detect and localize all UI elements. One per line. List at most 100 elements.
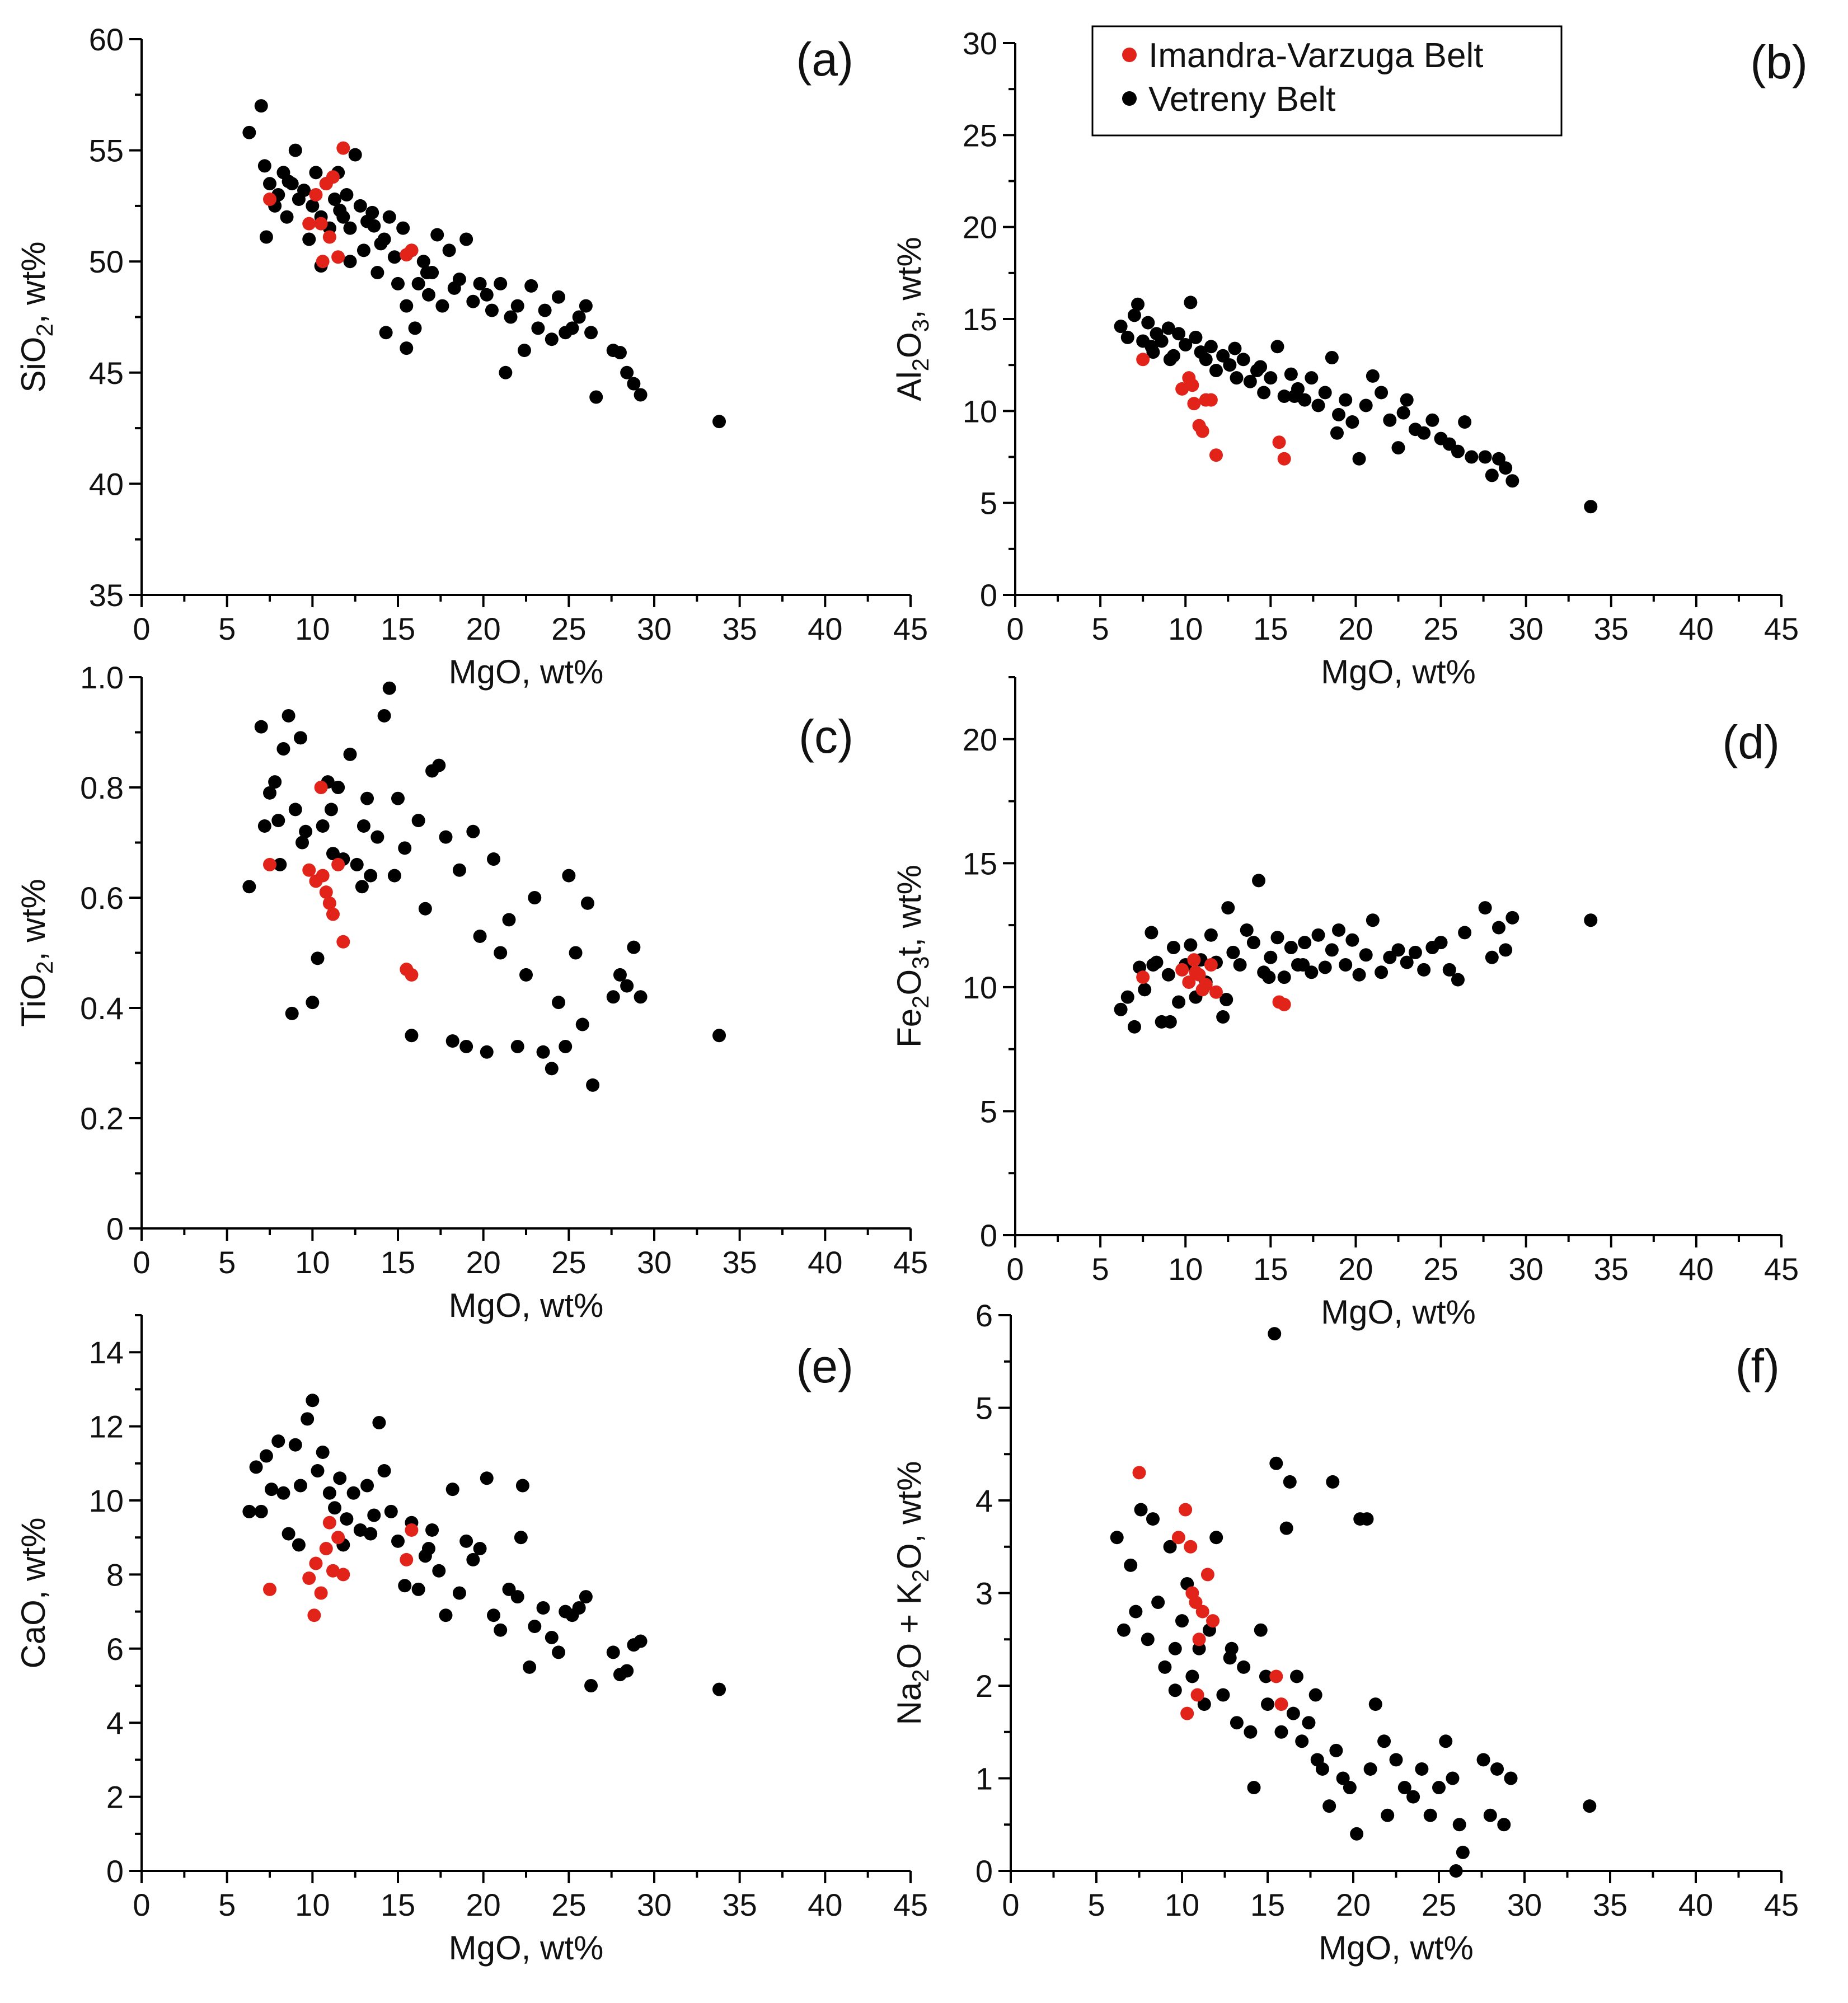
panel-d: 0 5 10 15 20 25 30 35 40 45 0 5 10 15 20 MgO, wt% Fe2O3t…: [890, 676, 1799, 1331]
data-point: [1391, 441, 1405, 455]
data-point: [319, 1542, 333, 1556]
data-point: [452, 1586, 466, 1600]
data-point: [336, 141, 350, 155]
data-point: [1274, 1697, 1288, 1711]
y-tick-label: 0.2: [80, 1101, 124, 1136]
data-point: [627, 377, 641, 391]
data-point: [336, 1568, 350, 1582]
data-point: [1339, 393, 1353, 407]
data-point: [523, 1660, 537, 1674]
data-point: [1175, 1614, 1189, 1628]
data-point: [1345, 933, 1359, 947]
data-point: [1425, 413, 1439, 427]
data-point: [1302, 1716, 1316, 1730]
data-point: [466, 1552, 480, 1566]
data-point: [1284, 367, 1298, 381]
data-point: [620, 365, 634, 379]
y-tick-label: 20: [963, 210, 997, 245]
data-point: [1226, 945, 1240, 959]
data-point: [1415, 1762, 1429, 1776]
data-point: [1449, 1864, 1463, 1878]
data-point: [459, 1534, 473, 1548]
data-point: [536, 1045, 550, 1059]
data-point: [391, 276, 405, 290]
legend-label: Imandra-Varzuga Belt: [1148, 36, 1483, 75]
y-tick-label: 2: [106, 1780, 124, 1815]
data-point: [1452, 1818, 1466, 1832]
data-point: [307, 1608, 321, 1622]
data-point: [418, 902, 432, 916]
data-point: [411, 814, 425, 828]
series-vetreny: [1114, 874, 1598, 1034]
x-tick-label: 20: [1338, 611, 1373, 646]
data-point: [357, 243, 370, 257]
data-point: [1141, 1633, 1155, 1647]
data-point: [545, 332, 559, 346]
data-point: [328, 192, 342, 206]
data-point: [480, 1471, 494, 1485]
data-point: [1185, 378, 1199, 392]
y-tick-label: 1: [975, 1761, 993, 1796]
data-point: [322, 1516, 336, 1530]
data-point: [1274, 1725, 1288, 1739]
data-point: [411, 276, 425, 290]
x-tick-label: 25: [551, 611, 586, 646]
x-axis-title: MgO, wt%: [449, 1287, 604, 1324]
data-point: [620, 1664, 634, 1678]
data-point: [297, 184, 311, 198]
data-point: [353, 199, 367, 213]
data-point: [249, 1460, 263, 1474]
data-point: [559, 1039, 573, 1053]
data-point: [367, 219, 381, 233]
data-point: [242, 880, 256, 894]
x-axis-title: MgO, wt%: [1321, 653, 1476, 691]
data-point: [316, 869, 330, 883]
data-point: [271, 814, 285, 828]
panel-label: (c): [799, 710, 853, 763]
x-tick-label: 25: [551, 1245, 586, 1280]
x-tick-label: 35: [1593, 1887, 1627, 1922]
data-point: [459, 232, 473, 246]
data-point: [459, 1039, 473, 1053]
data-point: [322, 1486, 336, 1500]
data-point: [425, 1523, 439, 1537]
data-point: [421, 288, 435, 302]
data-point: [1366, 913, 1380, 927]
data-point: [510, 1039, 524, 1053]
x-tick-label: 40: [1679, 1251, 1714, 1287]
x-tick-label: 35: [723, 1887, 757, 1922]
data-point: [379, 326, 393, 340]
y-tick-label: 50: [89, 244, 124, 279]
data-point: [324, 803, 338, 817]
y-axis-title: SiO2, wt%: [15, 241, 58, 392]
panel-label: (f): [1736, 1340, 1780, 1392]
data-point: [276, 1486, 290, 1500]
data-point: [370, 830, 384, 844]
data-point: [1439, 1734, 1453, 1748]
data-point: [485, 303, 499, 317]
data-point: [306, 1394, 320, 1408]
data-point: [288, 1438, 302, 1452]
data-point: [445, 1483, 459, 1497]
data-point: [1192, 1641, 1206, 1655]
data-point: [263, 192, 276, 206]
data-point: [430, 228, 444, 242]
data-point: [391, 791, 405, 805]
x-tick-label: 10: [295, 1245, 330, 1280]
data-point: [1491, 452, 1505, 466]
data-point: [343, 221, 357, 235]
data-point: [1375, 965, 1389, 979]
x-tick-label: 35: [723, 1245, 757, 1280]
data-point: [301, 1412, 315, 1426]
data-point: [1236, 353, 1250, 367]
data-point: [314, 1586, 328, 1600]
data-point: [1305, 371, 1319, 385]
data-point: [1290, 1669, 1304, 1683]
x-tick-label: 5: [1087, 1887, 1105, 1922]
x-tick-label: 40: [808, 1245, 842, 1280]
data-point: [1199, 353, 1213, 367]
series-imandra: [263, 781, 419, 982]
x-tick-label: 20: [466, 1887, 501, 1922]
data-point: [1262, 970, 1276, 984]
data-point: [372, 1415, 386, 1429]
